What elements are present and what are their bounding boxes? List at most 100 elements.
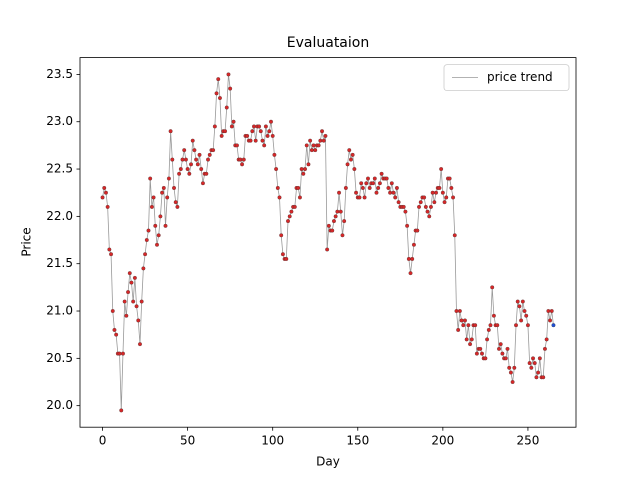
- data-point: [391, 190, 396, 195]
- data-point: [241, 157, 246, 162]
- data-point: [190, 138, 195, 143]
- data-point: [364, 181, 369, 186]
- data-point: [321, 138, 326, 143]
- data-point: [478, 346, 483, 351]
- data-point: [532, 361, 537, 366]
- data-point: [519, 318, 524, 323]
- data-point: [297, 195, 302, 200]
- data-point: [265, 133, 270, 138]
- data-point: [195, 162, 200, 167]
- data-point: [507, 365, 512, 370]
- data-point: [109, 252, 114, 257]
- data-point: [366, 176, 370, 181]
- data-point: [141, 266, 146, 271]
- data-point: [524, 313, 529, 318]
- data-point: [428, 204, 433, 209]
- data-point: [529, 365, 534, 370]
- data-point: [204, 171, 209, 176]
- data-point: [388, 190, 393, 195]
- data-point: [488, 323, 493, 328]
- data-point: [235, 143, 239, 148]
- data-point: [280, 252, 285, 257]
- x-tick-label: 250: [516, 434, 539, 448]
- data-point: [345, 162, 350, 167]
- data-point: [100, 195, 105, 200]
- data-point: [248, 138, 253, 143]
- y-tick-label: 21.0: [46, 304, 73, 318]
- data-point: [224, 105, 229, 110]
- data-point: [192, 148, 197, 153]
- data-point: [508, 370, 513, 375]
- data-point: [156, 233, 161, 238]
- data-point: [102, 186, 107, 190]
- data-point: [277, 195, 282, 200]
- data-point: [212, 124, 217, 129]
- data-point: [211, 148, 216, 153]
- data-point: [320, 129, 324, 134]
- data-point: [515, 299, 520, 304]
- data-point: [485, 337, 490, 342]
- data-point: [469, 337, 474, 342]
- data-point: [495, 323, 500, 328]
- data-point: [172, 186, 176, 190]
- data-point: [318, 138, 323, 143]
- x-tick-label: 50: [180, 434, 195, 448]
- data-point: [161, 186, 166, 190]
- data-point: [245, 133, 250, 138]
- data-point: [226, 72, 231, 77]
- data-point: [136, 318, 141, 323]
- data-point: [287, 214, 292, 219]
- data-point: [170, 157, 175, 162]
- data-point: [408, 271, 413, 276]
- data-point: [500, 351, 505, 356]
- data-point: [360, 186, 365, 190]
- data-point: [274, 167, 279, 171]
- data-point: [144, 238, 149, 242]
- data-point: [292, 204, 297, 209]
- x-tick-label: 150: [346, 434, 369, 448]
- data-point: [534, 375, 539, 380]
- data-point: [272, 152, 277, 157]
- data-point: [187, 171, 192, 176]
- data-point: [434, 190, 438, 195]
- y-tick-label: 22.5: [46, 162, 73, 176]
- data-point: [461, 323, 466, 328]
- data-point: [110, 309, 115, 313]
- y-tick-label: 20.5: [46, 351, 73, 365]
- y-tick-label: 23.5: [46, 67, 73, 81]
- data-point: [491, 313, 496, 318]
- data-point: [250, 129, 255, 134]
- data-point: [468, 342, 473, 347]
- data-point: [267, 129, 272, 134]
- data-point: [299, 167, 304, 171]
- legend-label: price trend: [487, 70, 553, 84]
- y-tick-label: 20.0: [46, 398, 73, 412]
- data-point: [459, 318, 464, 323]
- data-point: [376, 186, 381, 190]
- data-point: [401, 204, 406, 209]
- data-point: [512, 365, 517, 370]
- data-point: [229, 124, 234, 129]
- data-point: [194, 157, 199, 162]
- data-point: [497, 346, 501, 351]
- data-point: [218, 96, 222, 101]
- data-point: [316, 143, 321, 148]
- data-point: [451, 195, 456, 200]
- data-point: [306, 162, 311, 167]
- data-point: [432, 200, 437, 205]
- data-point: [122, 299, 127, 304]
- x-tick-label: 200: [431, 434, 454, 448]
- data-point: [258, 129, 263, 134]
- data-point: [124, 313, 129, 318]
- data-point: [301, 171, 306, 176]
- data-point: [257, 124, 262, 129]
- data-point: [386, 186, 391, 190]
- data-point: [333, 214, 338, 219]
- data-point: [444, 195, 449, 200]
- data-point: [372, 176, 377, 181]
- data-point: [155, 242, 159, 247]
- data-point: [405, 223, 410, 228]
- data-point: [377, 181, 382, 186]
- data-point: [103, 190, 108, 195]
- data-point: [166, 176, 171, 181]
